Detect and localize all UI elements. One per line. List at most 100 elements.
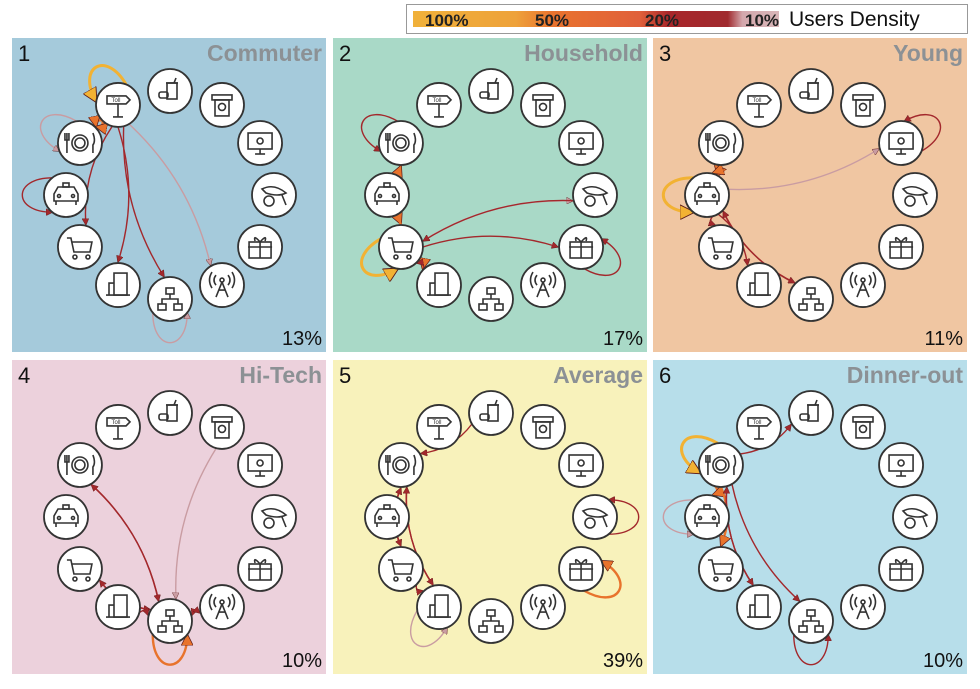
gift-icon [237,546,283,592]
transition-edge-dinner-to-network [90,483,159,601]
gift-icon [878,224,924,270]
gift-icon [558,546,604,592]
cluster-name: Hi-Tech [239,362,322,388]
self-loop-edge [39,114,78,152]
self-loop-edge [151,635,187,666]
toll-icon: Toll [95,404,141,450]
food-icon [468,390,514,436]
fish-icon [572,494,618,540]
panel-number: 5 [339,363,352,388]
transition-edge-toll-to-fuel [118,126,130,262]
toll-sign-text: Toll [752,98,761,104]
cluster-name: Dinner-out [846,362,963,388]
transition-edge-toll-to-cart [85,125,113,225]
self-loop-edge [609,500,640,535]
self-loop-edge [90,64,128,102]
toll-sign-text: Toll [111,98,120,104]
taxi-icon [43,494,89,540]
transition-edge-toll-to-antenna [128,123,211,265]
cart-icon [698,224,744,270]
fish-icon [251,494,297,540]
cart-icon [57,546,103,592]
legend-label-100: 100% [425,11,469,30]
gift-icon [558,224,604,270]
taxi-icon [43,172,89,218]
food-icon [147,68,193,114]
antenna-icon [199,262,245,308]
food-icon [468,68,514,114]
fuel-icon [736,262,782,308]
transition-edge-toll-to-network [122,126,164,277]
dinner-icon [57,120,103,166]
self-loop-edge [410,609,448,648]
self-loop-edge [662,176,693,212]
network-icon [468,276,514,322]
cart-icon [378,224,424,270]
toll-sign-text: Toll [432,420,441,426]
transition-edge-atm-to-network [176,447,217,599]
transition-edge-dinner-to-taxi [713,485,717,495]
toll-icon: Toll [736,82,782,128]
toll-icon: Toll [736,404,782,450]
self-loop-edge [360,114,399,152]
self-loop-edge [662,499,693,534]
fish-icon [251,172,297,218]
toll-icon: Toll [416,82,462,128]
cart-icon [57,224,103,270]
atm-icon [199,82,245,128]
legend-label-10: 10% [745,11,780,30]
transition-edge-fuel-to-dinner [406,487,434,587]
density-gradient-bar [413,11,779,27]
self-loop-edge [360,237,398,275]
fuel-icon [95,584,141,630]
cluster-panel-young: Toll 3 Young 11% [653,38,967,352]
transition-edge-dinner-to-taxi [713,163,717,173]
computer-icon [558,120,604,166]
cluster-panel-dinner-out: Toll 6 Dinner-out 10% [653,360,967,674]
users-density-legend: 100% 50% 20% 10% Users Density [406,4,968,34]
network-icon [468,598,514,644]
toll-sign-text: Toll [111,420,120,426]
legend-label-50: 50% [535,11,570,30]
panel-number: 1 [18,41,31,66]
computer-icon [558,442,604,488]
taxi-icon [364,172,410,218]
self-loop-edge [583,559,622,599]
dinner-icon [698,120,744,166]
toll-icon: Toll [95,82,141,128]
transition-edge-network-to-dinner [91,485,160,603]
computer-icon [237,120,283,166]
transition-edge-network-to-taxi [722,211,796,285]
self-loop-edge [152,313,187,344]
cluster-name: Average [553,362,643,388]
atm-icon [520,404,566,450]
antenna-icon [840,584,886,630]
cluster-percent: 13% [281,328,322,350]
food-icon [788,68,834,114]
antenna-icon [840,262,886,308]
atm-icon [199,404,245,450]
self-loop-edge [904,114,942,152]
cluster-name: Young [893,40,963,66]
atm-icon [520,82,566,128]
antenna-icon [520,262,566,308]
computer-icon [878,120,924,166]
transition-edge-cart-to-fuel [415,584,422,591]
transition-edge-dinner-to-network [731,483,800,601]
antenna-icon [520,584,566,630]
network-icon [147,276,193,322]
cluster-percent: 10% [281,650,322,672]
network-icon [788,276,834,322]
transition-edge-taxi-to-cart [711,215,715,225]
transition-edge-cart-to-fish [421,201,573,242]
panel-number: 3 [659,41,672,66]
cluster-name: Household [524,40,643,66]
legend-title: Users Density [789,8,920,31]
fuel-icon [736,584,782,630]
toll-icon: Toll [416,404,462,450]
panel-number: 6 [659,363,672,388]
taxi-icon [364,494,410,540]
dinner-icon [378,120,424,166]
fuel-icon [416,584,462,630]
atm-icon [840,82,886,128]
